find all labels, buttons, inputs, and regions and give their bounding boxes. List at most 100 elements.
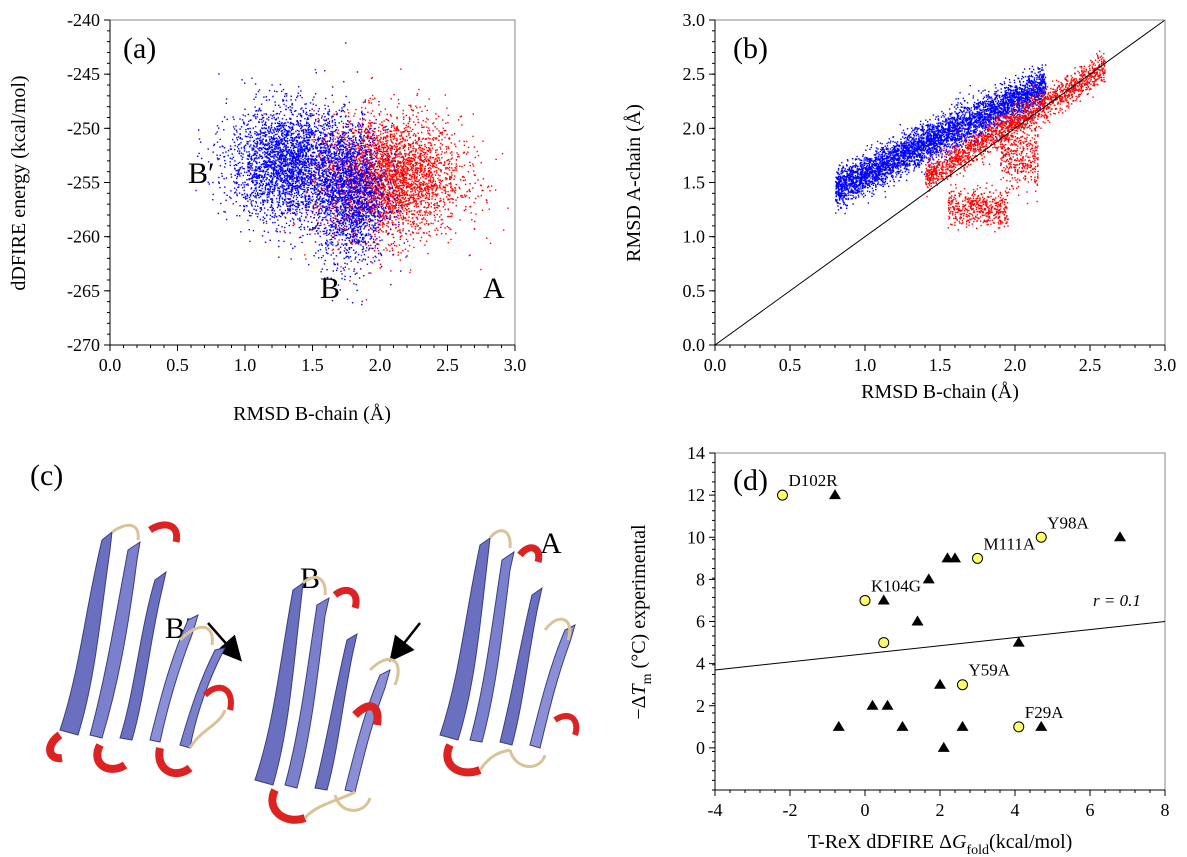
scatter-point bbox=[281, 211, 283, 213]
scatter-point bbox=[258, 107, 261, 109]
scatter-point bbox=[393, 126, 395, 128]
scatter-point bbox=[459, 179, 462, 181]
scatter-point bbox=[385, 147, 387, 149]
scatter-point bbox=[326, 167, 329, 170]
scatter-point bbox=[431, 191, 433, 193]
scatter-point bbox=[389, 163, 391, 165]
scatter-point bbox=[386, 165, 389, 167]
scatter-point bbox=[292, 114, 294, 116]
scatter-point bbox=[426, 156, 428, 158]
scatter-point bbox=[435, 170, 438, 172]
scatter-point bbox=[431, 186, 433, 188]
scatter-point bbox=[379, 267, 381, 269]
scatter-point bbox=[409, 220, 412, 223]
scatter-point bbox=[435, 151, 437, 154]
scatter-point bbox=[374, 216, 377, 218]
scatter-point bbox=[397, 169, 399, 171]
scatter-point bbox=[368, 215, 370, 217]
scatter-point bbox=[432, 163, 434, 166]
scatter-point bbox=[419, 181, 421, 184]
scatter-point bbox=[289, 155, 291, 157]
scatter-point bbox=[305, 146, 308, 148]
scatter-point bbox=[399, 238, 401, 240]
scatter-point bbox=[455, 163, 457, 165]
scatter-point bbox=[464, 194, 466, 196]
scatter-point bbox=[381, 196, 384, 198]
scatter-point bbox=[399, 142, 401, 144]
scatter-point bbox=[414, 183, 416, 185]
scatter-point bbox=[411, 231, 414, 233]
scatter-point bbox=[320, 125, 322, 127]
scatter-point bbox=[412, 223, 414, 225]
scatter-point bbox=[364, 107, 367, 109]
scatter-point bbox=[371, 153, 374, 156]
scatter-point bbox=[353, 241, 356, 243]
scatter-point bbox=[381, 124, 383, 126]
scatter-point bbox=[414, 191, 417, 193]
scatter-point bbox=[424, 190, 427, 192]
scatter-point bbox=[463, 140, 465, 143]
scatter-point bbox=[409, 178, 411, 180]
scatter-point bbox=[411, 190, 413, 192]
scatter-point bbox=[376, 230, 378, 233]
scatter-point bbox=[416, 167, 418, 169]
scatter-point bbox=[364, 174, 366, 176]
scatter-point bbox=[257, 205, 259, 207]
scatter-point bbox=[239, 175, 241, 177]
scatter-point bbox=[377, 197, 380, 200]
scatter-point bbox=[359, 160, 362, 162]
scatter-point bbox=[393, 148, 396, 150]
scatter-point bbox=[350, 198, 352, 200]
scatter-point bbox=[383, 215, 385, 218]
scatter-point bbox=[419, 165, 421, 168]
scatter-point bbox=[369, 154, 371, 156]
scatter-point bbox=[386, 170, 388, 172]
scatter-point bbox=[352, 236, 354, 239]
scatter-point bbox=[428, 196, 430, 198]
scatter-point bbox=[472, 163, 474, 165]
scatter-point bbox=[417, 205, 419, 208]
scatter-point bbox=[314, 69, 316, 71]
scatter-point bbox=[349, 280, 351, 282]
scatter-point bbox=[306, 191, 309, 194]
scatter-point bbox=[286, 160, 288, 162]
scatter-point bbox=[429, 134, 431, 136]
scatter-point bbox=[396, 179, 398, 181]
scatter-point bbox=[385, 166, 387, 168]
scatter-point bbox=[419, 155, 422, 158]
scatter-point bbox=[252, 154, 254, 157]
scatter-point bbox=[294, 167, 296, 169]
scatter-point bbox=[365, 132, 367, 134]
scatter-point bbox=[386, 148, 388, 151]
scatter-point bbox=[418, 194, 420, 196]
scatter-point bbox=[318, 174, 320, 176]
scatter-point bbox=[272, 170, 275, 172]
scatter-point bbox=[224, 159, 226, 162]
scatter-point bbox=[365, 145, 367, 147]
scatter-point bbox=[393, 133, 395, 135]
scatter-point bbox=[303, 161, 306, 164]
scatter-point bbox=[494, 189, 497, 191]
scatter-point bbox=[388, 199, 390, 201]
scatter-point bbox=[338, 196, 341, 199]
scatter-point bbox=[433, 170, 435, 173]
scatter-point bbox=[373, 185, 376, 187]
scatter-point bbox=[396, 145, 398, 148]
scatter-point bbox=[262, 163, 264, 165]
scatter-point bbox=[422, 154, 424, 156]
scatter-point bbox=[395, 245, 398, 247]
scatter-point bbox=[447, 121, 449, 124]
scatter-point bbox=[392, 157, 394, 159]
scatter-point bbox=[396, 149, 398, 151]
scatter-point bbox=[304, 182, 307, 185]
scatter-point bbox=[432, 165, 435, 167]
scatter-point bbox=[322, 154, 324, 157]
scatter-point bbox=[306, 141, 308, 143]
scatter-point bbox=[401, 145, 403, 147]
scatter-point bbox=[353, 143, 355, 146]
scatter-point bbox=[321, 178, 324, 181]
scatter-point bbox=[378, 104, 380, 106]
scatter-point bbox=[474, 182, 476, 184]
scatter-point bbox=[420, 140, 422, 143]
scatter-point bbox=[425, 196, 428, 199]
